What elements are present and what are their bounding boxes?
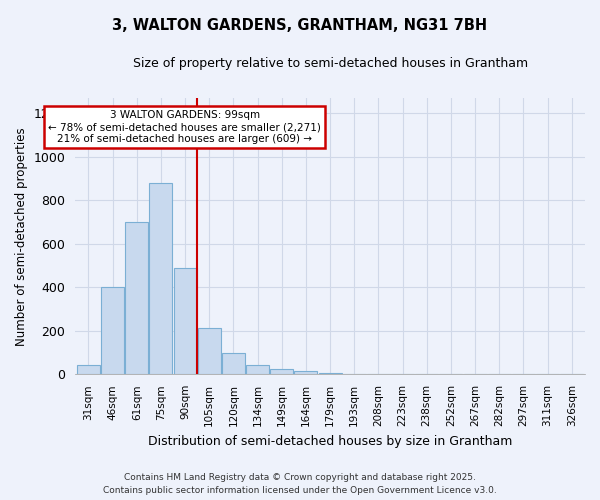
Bar [77,364,100,374]
Text: Contains HM Land Registry data © Crown copyright and database right 2025.
Contai: Contains HM Land Registry data © Crown c… [103,474,497,495]
Bar [319,373,341,374]
Bar [246,364,269,374]
Bar [270,369,293,374]
Bar [125,222,148,374]
Bar [198,328,221,374]
Bar [295,371,317,374]
Title: Size of property relative to semi-detached houses in Grantham: Size of property relative to semi-detach… [133,58,527,70]
Bar [173,268,197,374]
Y-axis label: Number of semi-detached properties: Number of semi-detached properties [15,127,28,346]
Text: 3, WALTON GARDENS, GRANTHAM, NG31 7BH: 3, WALTON GARDENS, GRANTHAM, NG31 7BH [112,18,488,32]
Text: 3 WALTON GARDENS: 99sqm
← 78% of semi-detached houses are smaller (2,271)
21% of: 3 WALTON GARDENS: 99sqm ← 78% of semi-de… [49,110,321,144]
X-axis label: Distribution of semi-detached houses by size in Grantham: Distribution of semi-detached houses by … [148,434,512,448]
Bar [222,352,245,374]
Bar [149,183,172,374]
Bar [101,288,124,374]
